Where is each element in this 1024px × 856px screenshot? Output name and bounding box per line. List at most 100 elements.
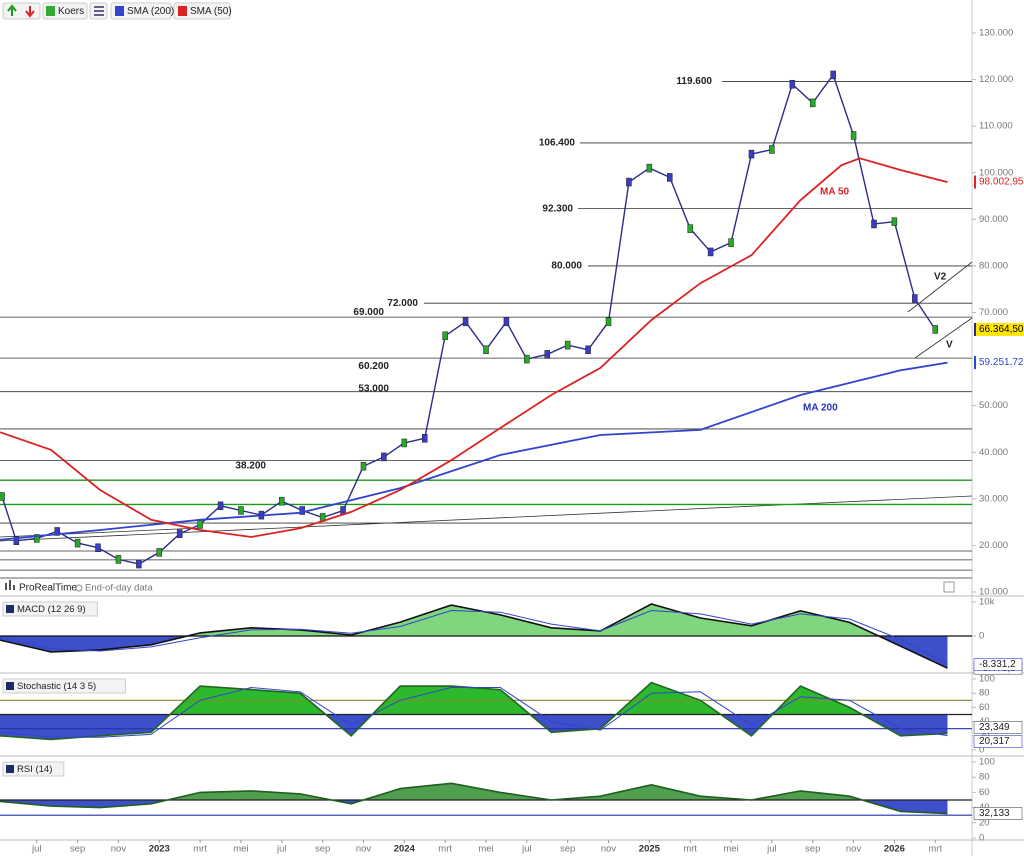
y-tick-label: 80.000 <box>979 260 1008 271</box>
price-candle <box>646 163 653 173</box>
price-candle <box>585 345 591 355</box>
value-label-box <box>973 807 1023 820</box>
price-label-bar <box>974 175 976 189</box>
price-candle <box>95 543 101 552</box>
y-tick-label: 100.000 <box>979 167 1013 178</box>
level-label: 60.200 <box>358 361 389 372</box>
y-tick-label: 20 <box>979 817 990 828</box>
y-tick-label: 70.000 <box>979 307 1008 318</box>
price-label-box <box>974 322 1024 336</box>
area-below <box>0 714 948 740</box>
info-button[interactable] <box>943 581 955 593</box>
panel-title: RSI (14) <box>17 764 52 775</box>
brand: ProRealTime <box>19 583 77 594</box>
indicator-line <box>0 782 948 815</box>
data-note: End-of-day data <box>85 583 153 594</box>
price-candle <box>136 559 142 569</box>
y-tick-label: 0 <box>979 631 984 642</box>
legend-label: SMA (200) <box>127 6 174 17</box>
y-tick-label: 100 <box>979 674 995 685</box>
y-tick-label: 60 <box>979 702 990 713</box>
y-tick-label: 20.000 <box>979 540 1008 551</box>
price-candle <box>299 506 305 515</box>
sma200-button[interactable] <box>110 2 172 20</box>
price-label-bar <box>974 356 976 370</box>
level-label: 80.000 <box>551 261 582 272</box>
trend-line <box>0 527 201 538</box>
panel-title-box <box>2 678 126 694</box>
price-candle <box>421 434 428 443</box>
value-label-box <box>973 721 1023 734</box>
price-candle <box>809 98 816 108</box>
x-tick-label: mrt <box>438 844 452 855</box>
annotation: V <box>946 340 953 351</box>
price-candle <box>769 145 775 154</box>
value-label: 23,349 <box>979 722 1010 733</box>
x-tick-label: jul <box>31 844 42 855</box>
value-label: 32,133 <box>979 808 1010 819</box>
area-above <box>0 783 948 800</box>
x-tick-label: mrt <box>683 844 697 855</box>
price-candle <box>789 79 796 89</box>
price-candle <box>626 177 632 187</box>
x-tick-label: sep <box>805 844 820 855</box>
price-label-box <box>974 175 1024 189</box>
price-candle <box>115 555 122 564</box>
price-plot <box>0 70 948 569</box>
area-above <box>0 604 948 636</box>
level-label: 119.600 <box>676 76 712 87</box>
trend-line <box>0 495 973 542</box>
y-tick-label: 80 <box>979 688 990 699</box>
price-label-box <box>974 356 1024 370</box>
annotation: MA 200 <box>803 403 838 414</box>
brand-icon <box>5 580 15 590</box>
x-tick-label: nov <box>846 844 862 855</box>
level-label: 53.000 <box>358 383 389 394</box>
price-candle <box>279 496 285 506</box>
price-candle <box>830 70 836 80</box>
legend-label: Koers <box>58 6 84 17</box>
x-tick-label: mrt <box>928 844 942 855</box>
x-tick-label: 2023 <box>149 844 170 855</box>
x-tick-label: sep <box>70 844 85 855</box>
value-label-box <box>973 735 1023 748</box>
y-tick-label: 50.000 <box>979 400 1008 411</box>
x-tick-label: mei <box>723 844 738 855</box>
sma50-button[interactable] <box>173 2 231 20</box>
up-arrow-icon <box>7 4 17 16</box>
price-candle <box>217 501 224 511</box>
level-label: 69.000 <box>353 307 384 318</box>
x-tick-label: nov <box>111 844 127 855</box>
price-candle <box>850 131 857 140</box>
y-tick-label: 130.000 <box>979 28 1013 39</box>
y-tick-label: 100 <box>979 757 995 768</box>
x-tick-label: jul <box>521 844 532 855</box>
price-candle <box>544 350 551 359</box>
trend-line <box>914 317 973 359</box>
status-icon <box>75 584 83 592</box>
price-candle <box>605 317 612 327</box>
price-candle <box>176 529 183 539</box>
y-tick-label: 10k <box>979 597 995 608</box>
x-tick-label: 2026 <box>884 844 905 855</box>
level-label: 38.200 <box>235 460 266 471</box>
y-tick-label: 0 <box>979 745 984 756</box>
y-tick-label: 110.000 <box>979 121 1013 132</box>
value-label: 20,317 <box>979 736 1010 747</box>
price-label-bar <box>974 322 976 336</box>
x-tick-label: nov <box>356 844 372 855</box>
y-tick-label: 120.000 <box>979 74 1013 85</box>
moving-average <box>0 157 948 538</box>
area-below <box>0 800 948 814</box>
price-candle <box>156 548 163 557</box>
price-candle <box>912 294 918 303</box>
price-label: 59.251,72 <box>979 357 1024 368</box>
koers-icon <box>46 6 55 16</box>
panel-title-icon <box>6 682 14 690</box>
x-tick-label: mei <box>478 844 493 855</box>
y-tick-label: 0 <box>979 833 984 844</box>
price-candle <box>871 219 877 229</box>
down-arrow-icon <box>25 6 35 18</box>
indicator-line <box>0 686 948 738</box>
